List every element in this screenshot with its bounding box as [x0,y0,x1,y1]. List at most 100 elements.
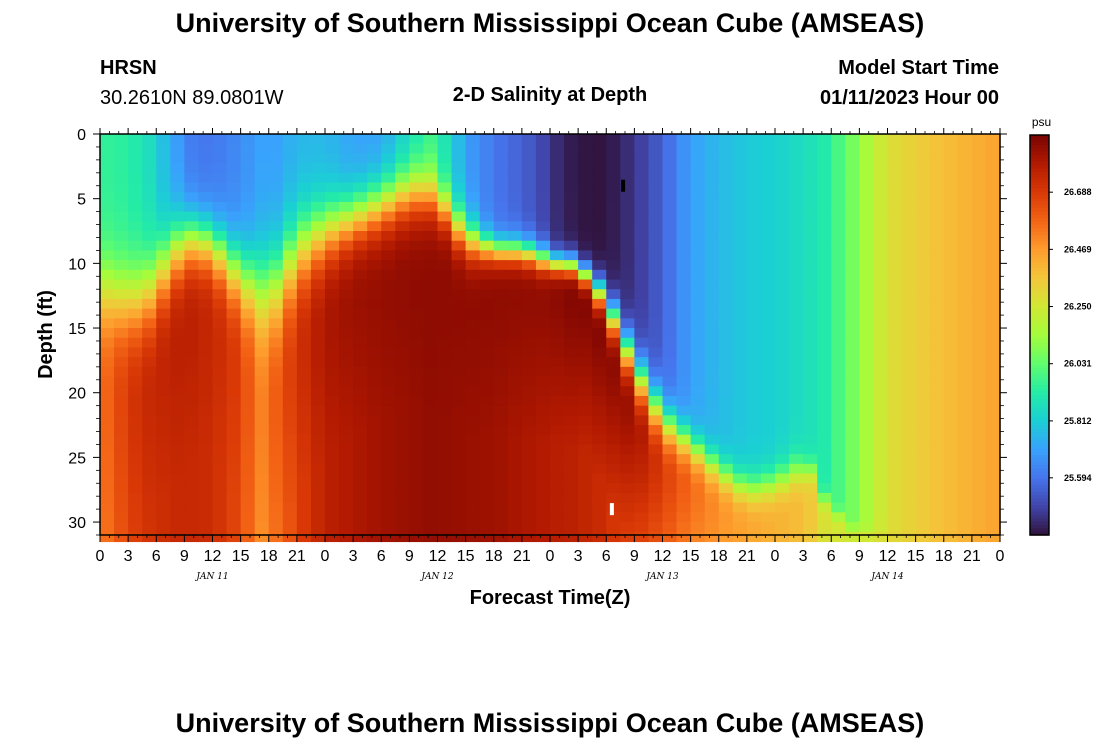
heatmap-cell [367,134,382,145]
heatmap-cell [648,240,664,252]
heatmap-cell [367,434,382,446]
heatmap-cell [521,386,537,397]
colorbar-segment [1030,358,1049,363]
heatmap-cell [493,531,509,543]
heatmap-cell [142,434,157,446]
heatmap-cell [198,182,214,193]
heatmap-cell [114,269,129,281]
heatmap-cell [296,318,312,329]
heatmap-cell [325,192,340,203]
heatmap-cell [254,454,270,465]
heatmap-cell [803,279,818,290]
heatmap-cell [957,347,973,358]
heatmap-cell [578,531,593,543]
heatmap-cell [339,444,354,455]
heatmap-cell [817,415,832,426]
heatmap-cell [282,405,298,416]
heatmap-cell [845,211,860,222]
heatmap-cell [746,405,762,416]
heatmap-cell [817,250,832,261]
heatmap-cell [395,522,410,533]
heatmap-cell [339,221,354,232]
x-tick-label: 21 [738,548,756,565]
heatmap-cell [901,182,917,193]
heatmap-cell [156,328,171,339]
heatmap-cell [437,163,453,174]
heatmap-cell [226,143,242,155]
heatmap-cell [170,512,185,523]
colorbar-tick-label: 25.812 [1064,416,1092,426]
heatmap-cell [170,260,185,271]
heatmap-cell [831,153,846,164]
heatmap-cell [310,269,326,281]
heatmap-cell [704,425,720,436]
heatmap-cell [437,182,453,193]
heatmap-cell [100,415,115,426]
heatmap-cell [268,134,284,145]
heatmap-cell [240,260,256,271]
heatmap-cell [170,337,185,349]
heatmap-cell [325,376,340,387]
heatmap-cell [409,415,425,426]
heatmap-cell [592,512,607,523]
heatmap-cell [732,522,748,533]
heatmap-cell [254,240,270,252]
heatmap-cell [170,434,185,446]
heatmap-cell [676,483,692,494]
heatmap-cell [676,434,692,446]
heatmap-cell [451,318,467,329]
heatmap-cell [114,134,129,145]
heatmap-cell [367,522,382,533]
heatmap-cell [395,308,410,319]
heatmap-cell [535,143,551,155]
heatmap-cell [240,240,256,252]
heatmap-cell [676,395,692,407]
heatmap-cell [845,163,860,174]
heatmap-cell [718,260,734,271]
heatmap-cell [873,298,889,310]
heatmap-cell [142,444,157,455]
heatmap-cell [451,172,467,184]
heatmap-cell [212,347,228,358]
heatmap-cell [676,143,692,155]
heatmap-cell [156,386,171,397]
heatmap-cell [789,463,804,475]
heatmap-cell [325,211,340,222]
heatmap-cell [367,143,382,155]
heatmap-cell [775,269,790,281]
heatmap-cell [662,250,678,261]
heatmap-cell [465,444,481,455]
heatmap-cell [268,172,284,184]
heatmap-cell [620,347,635,358]
heatmap-cell [381,415,396,426]
heatmap-cell [282,289,298,300]
heatmap-cell [381,522,396,533]
heatmap-cell [985,386,1001,397]
heatmap-cell [592,434,607,446]
heatmap-cell [535,483,551,494]
heatmap-cell [606,250,621,261]
heatmap-cell [789,502,804,513]
heatmap-cell [409,308,425,319]
heatmap-cell [746,425,762,436]
heatmap-cell [395,512,410,523]
heatmap-cell [620,444,635,455]
heatmap-cell [507,153,523,164]
heatmap-cell [775,454,790,465]
heatmap-cell [240,492,256,504]
heatmap-cell [226,318,242,329]
heatmap-cell [817,366,832,378]
heatmap-cell [578,240,593,252]
heatmap-cell [282,201,298,213]
heatmap-cell [746,531,762,543]
x-tick-label: 0 [996,548,1005,565]
heatmap-cell [873,434,889,446]
heatmap-cell [170,366,185,378]
heatmap-cell [578,366,593,378]
heatmap-cell [521,172,537,184]
heatmap-cell [114,153,129,164]
heatmap-cell [465,182,481,193]
heatmap-cell [971,298,987,310]
heatmap-cell [845,522,860,533]
heatmap-cell [606,143,621,155]
